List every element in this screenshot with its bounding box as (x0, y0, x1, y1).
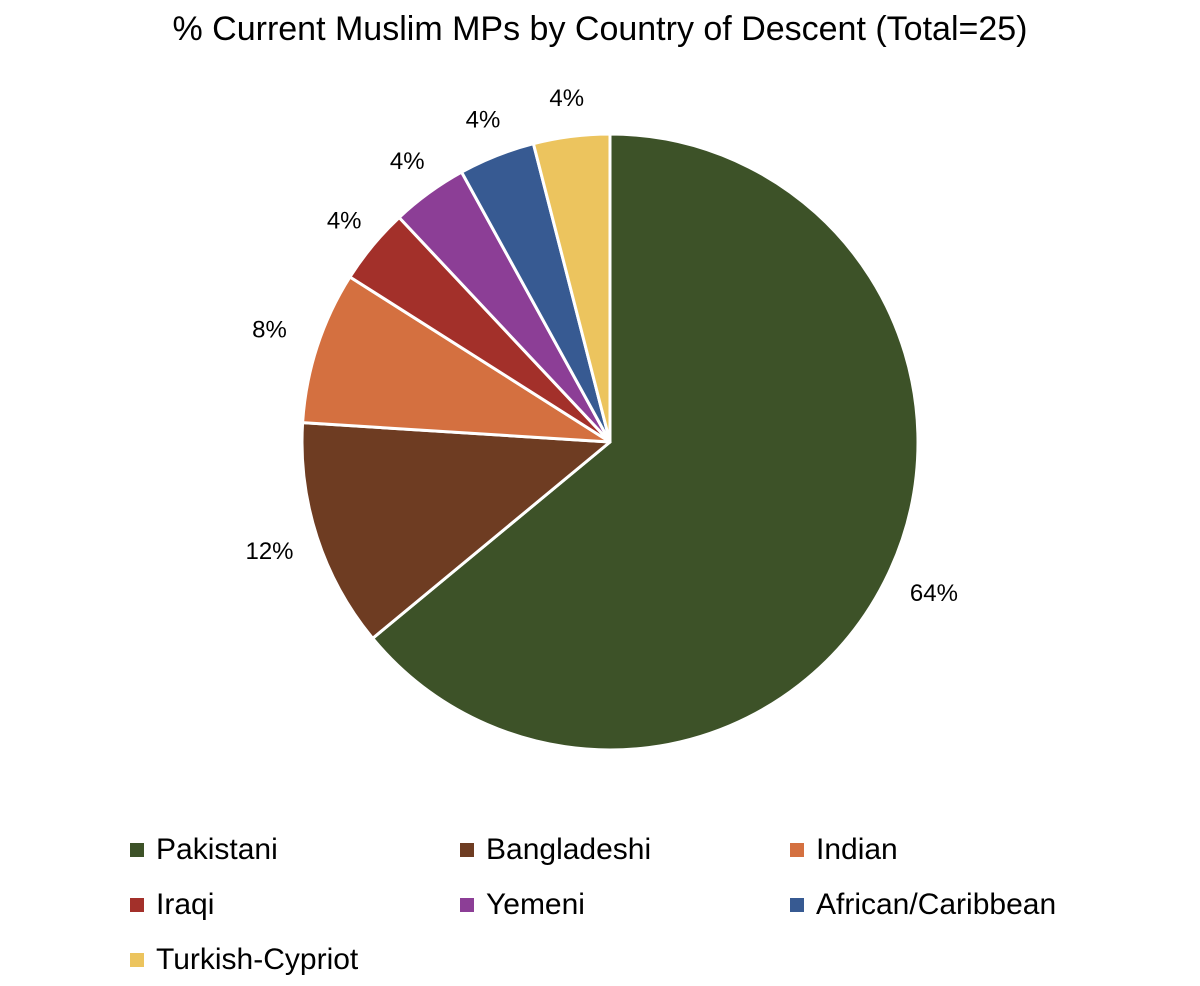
legend-swatch (460, 898, 474, 912)
data-label-iraqi: 4% (327, 207, 362, 234)
legend-item-yemeni: Yemeni (460, 888, 585, 922)
data-label-yemeni: 4% (390, 148, 425, 175)
data-label-turkish-cypriot: 4% (549, 85, 584, 112)
legend-swatch (130, 898, 144, 912)
legend-item-turkish-cypriot: Turkish-Cypriot (130, 943, 358, 977)
legend-item-iraqi: Iraqi (130, 888, 214, 922)
pie-slice-bangladeshi (300, 421, 612, 640)
legend-label: Iraqi (156, 888, 215, 921)
pie-slice-pakistani (371, 132, 920, 752)
legend-item-african-caribbean: African/Caribbean (790, 888, 1056, 922)
legend-swatch (460, 843, 474, 857)
legend-label: Pakistani (156, 833, 278, 866)
data-label-pakistani: 64% (910, 580, 958, 607)
pie-slice-indian (301, 275, 612, 444)
legend-swatch (790, 898, 804, 912)
pie-slice-turkish-cypriot (531, 132, 612, 444)
legend-label: African/Caribbean (816, 888, 1057, 921)
legend-swatch (130, 953, 144, 967)
pie-chart: 64% 12% 8% 4% 4% 4% 4% (245, 85, 958, 752)
legend-label: Indian (816, 833, 898, 866)
data-label-indian: 8% (252, 317, 287, 344)
data-label-african-caribbean: 4% (466, 107, 501, 134)
legend-swatch (790, 843, 804, 857)
legend-label: Turkish-Cypriot (156, 943, 359, 976)
legend-label: Yemeni (486, 888, 585, 921)
legend-label: Bangladeshi (486, 833, 652, 866)
chart-title: % Current Muslim MPs by Country of Desce… (172, 10, 1028, 48)
legend-item-indian: Indian (790, 833, 898, 867)
data-label-bangladeshi: 12% (245, 538, 293, 565)
legend-swatch (130, 843, 144, 857)
legend-item-pakistani: Pakistani (130, 833, 278, 867)
legend-item-bangladeshi: Bangladeshi (460, 833, 651, 867)
